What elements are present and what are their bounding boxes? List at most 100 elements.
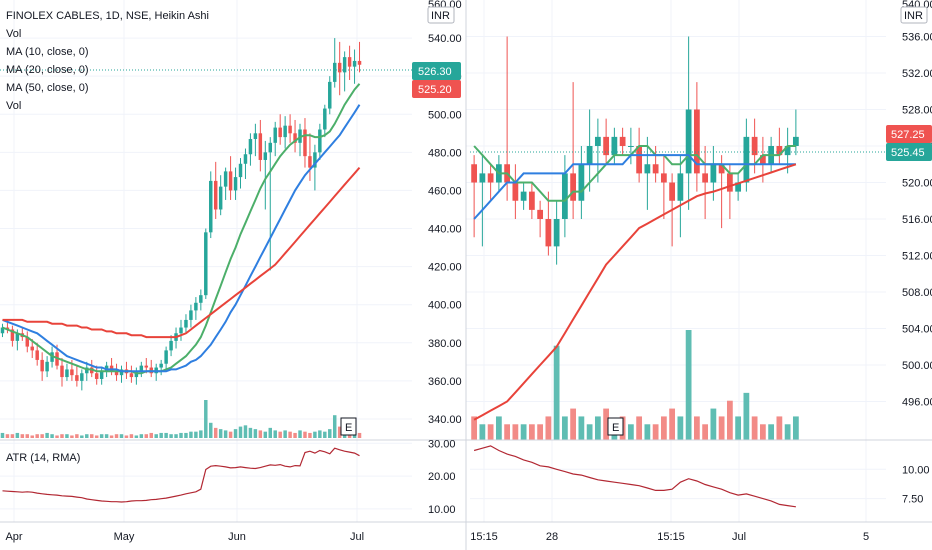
volume-bar [337, 426, 342, 438]
volume-bar [238, 426, 243, 438]
candle-body [726, 173, 733, 192]
volume-bar [561, 416, 568, 440]
volume-bar [578, 416, 585, 440]
candle-body [553, 219, 560, 247]
volume-bar [15, 432, 20, 438]
volume-bar [65, 434, 69, 438]
time-tick-label: Jul [350, 531, 364, 543]
volume-bar [792, 416, 799, 440]
volume-bar [149, 432, 153, 438]
price-tick-label: 512.00 [902, 251, 932, 263]
volume-bar [768, 424, 775, 440]
earnings-marker-right-label: E [612, 422, 619, 434]
candle-body [114, 371, 119, 376]
volume-bar [263, 431, 268, 438]
candles-layer [0, 36, 799, 391]
legend-ma20[interactable]: MA (20, close, 0) [6, 64, 89, 76]
volume-bar [159, 432, 163, 438]
price-tick-label: 496.00 [902, 397, 932, 409]
volume-bar [204, 400, 208, 438]
currency-label-left: INR [431, 10, 450, 22]
candle-body [263, 152, 268, 160]
last-price-tag-right [886, 143, 932, 161]
candle-body [243, 154, 248, 164]
ma-tag-left [412, 80, 461, 98]
volume-bar [90, 434, 94, 438]
currency-badge-left[interactable] [427, 6, 455, 24]
volume-bar [685, 330, 692, 440]
volume-bar [134, 435, 139, 438]
price-tick-label: 360.00 [428, 376, 462, 388]
candle-body [30, 346, 34, 351]
volume-bar [586, 424, 593, 440]
time-tick-label: Jul [732, 531, 746, 543]
price-tick-label: 520.00 [902, 178, 932, 190]
volume-bar [55, 435, 59, 438]
candle-body [487, 173, 494, 183]
volume-bar [194, 431, 198, 438]
earnings-marker-left-label: E [345, 422, 352, 434]
candle-body [194, 302, 198, 311]
legend-ma50[interactable]: MA (50, close, 0) [6, 82, 89, 94]
volume-bar [199, 430, 203, 438]
time-tick-label: 5 [863, 531, 869, 543]
candle-body [159, 363, 163, 368]
volume-bar [528, 424, 535, 440]
candle-body [627, 146, 634, 147]
candle-body [199, 295, 203, 303]
candle-body [792, 136, 799, 146]
candle-body [288, 125, 292, 134]
ma50-line [473, 163, 797, 421]
candle-body [619, 136, 626, 146]
candle-body [65, 369, 69, 378]
volume-bar [25, 434, 30, 438]
candle-body [323, 108, 327, 130]
atr-tick-label: 30.00 [428, 438, 456, 450]
time-tick-label: May [114, 531, 135, 543]
volume-bar [248, 427, 253, 438]
candle-body [233, 177, 238, 191]
candle-body [669, 182, 676, 201]
legend-vol[interactable]: Vol [6, 28, 21, 40]
volume-bar [660, 416, 667, 440]
earnings-marker-left[interactable] [340, 417, 357, 436]
candle-body [258, 133, 263, 160]
volume-bar [537, 424, 544, 440]
volume-bar [495, 416, 502, 440]
candle-body [10, 329, 15, 341]
candle-body [129, 373, 134, 378]
candle-body [204, 232, 208, 296]
legend-ma10[interactable]: MA (10, close, 0) [6, 46, 89, 58]
candle-body [776, 146, 783, 156]
candle-body [25, 337, 30, 347]
volume-bar [357, 432, 362, 438]
atr-tick-label: 20.00 [428, 471, 456, 483]
candle-body [268, 142, 272, 153]
candle-body [337, 62, 342, 73]
price-tick-label: 560.00 [428, 0, 462, 11]
candle-body [253, 133, 258, 140]
time-tick-label: 15:15 [470, 531, 498, 543]
legend-vol-2[interactable]: Vol [6, 100, 21, 112]
candle-body [248, 139, 253, 155]
earnings-marker-right[interactable] [607, 417, 624, 436]
volume-bar [718, 416, 725, 440]
volume-bar [323, 431, 327, 438]
time-tick-label: Apr [5, 531, 22, 543]
candle-body [660, 173, 667, 183]
volume-bar [313, 431, 317, 438]
volume-bar [99, 434, 104, 438]
legend-atr[interactable]: ATR (14, RMA) [6, 452, 80, 464]
candle-body [189, 310, 193, 320]
price-tick-label: 528.00 [902, 105, 932, 117]
currency-badge-right[interactable] [900, 6, 928, 24]
candle-body [238, 163, 243, 178]
volume-bar [20, 434, 25, 438]
volume-bar [693, 416, 700, 440]
ma10-line [2, 83, 361, 375]
volume-bar [114, 434, 119, 438]
candle-body [184, 319, 188, 328]
ma-value-right: 527.25 [891, 129, 925, 141]
volume-bar [776, 416, 783, 440]
price-tick-label: 536.00 [902, 32, 932, 44]
